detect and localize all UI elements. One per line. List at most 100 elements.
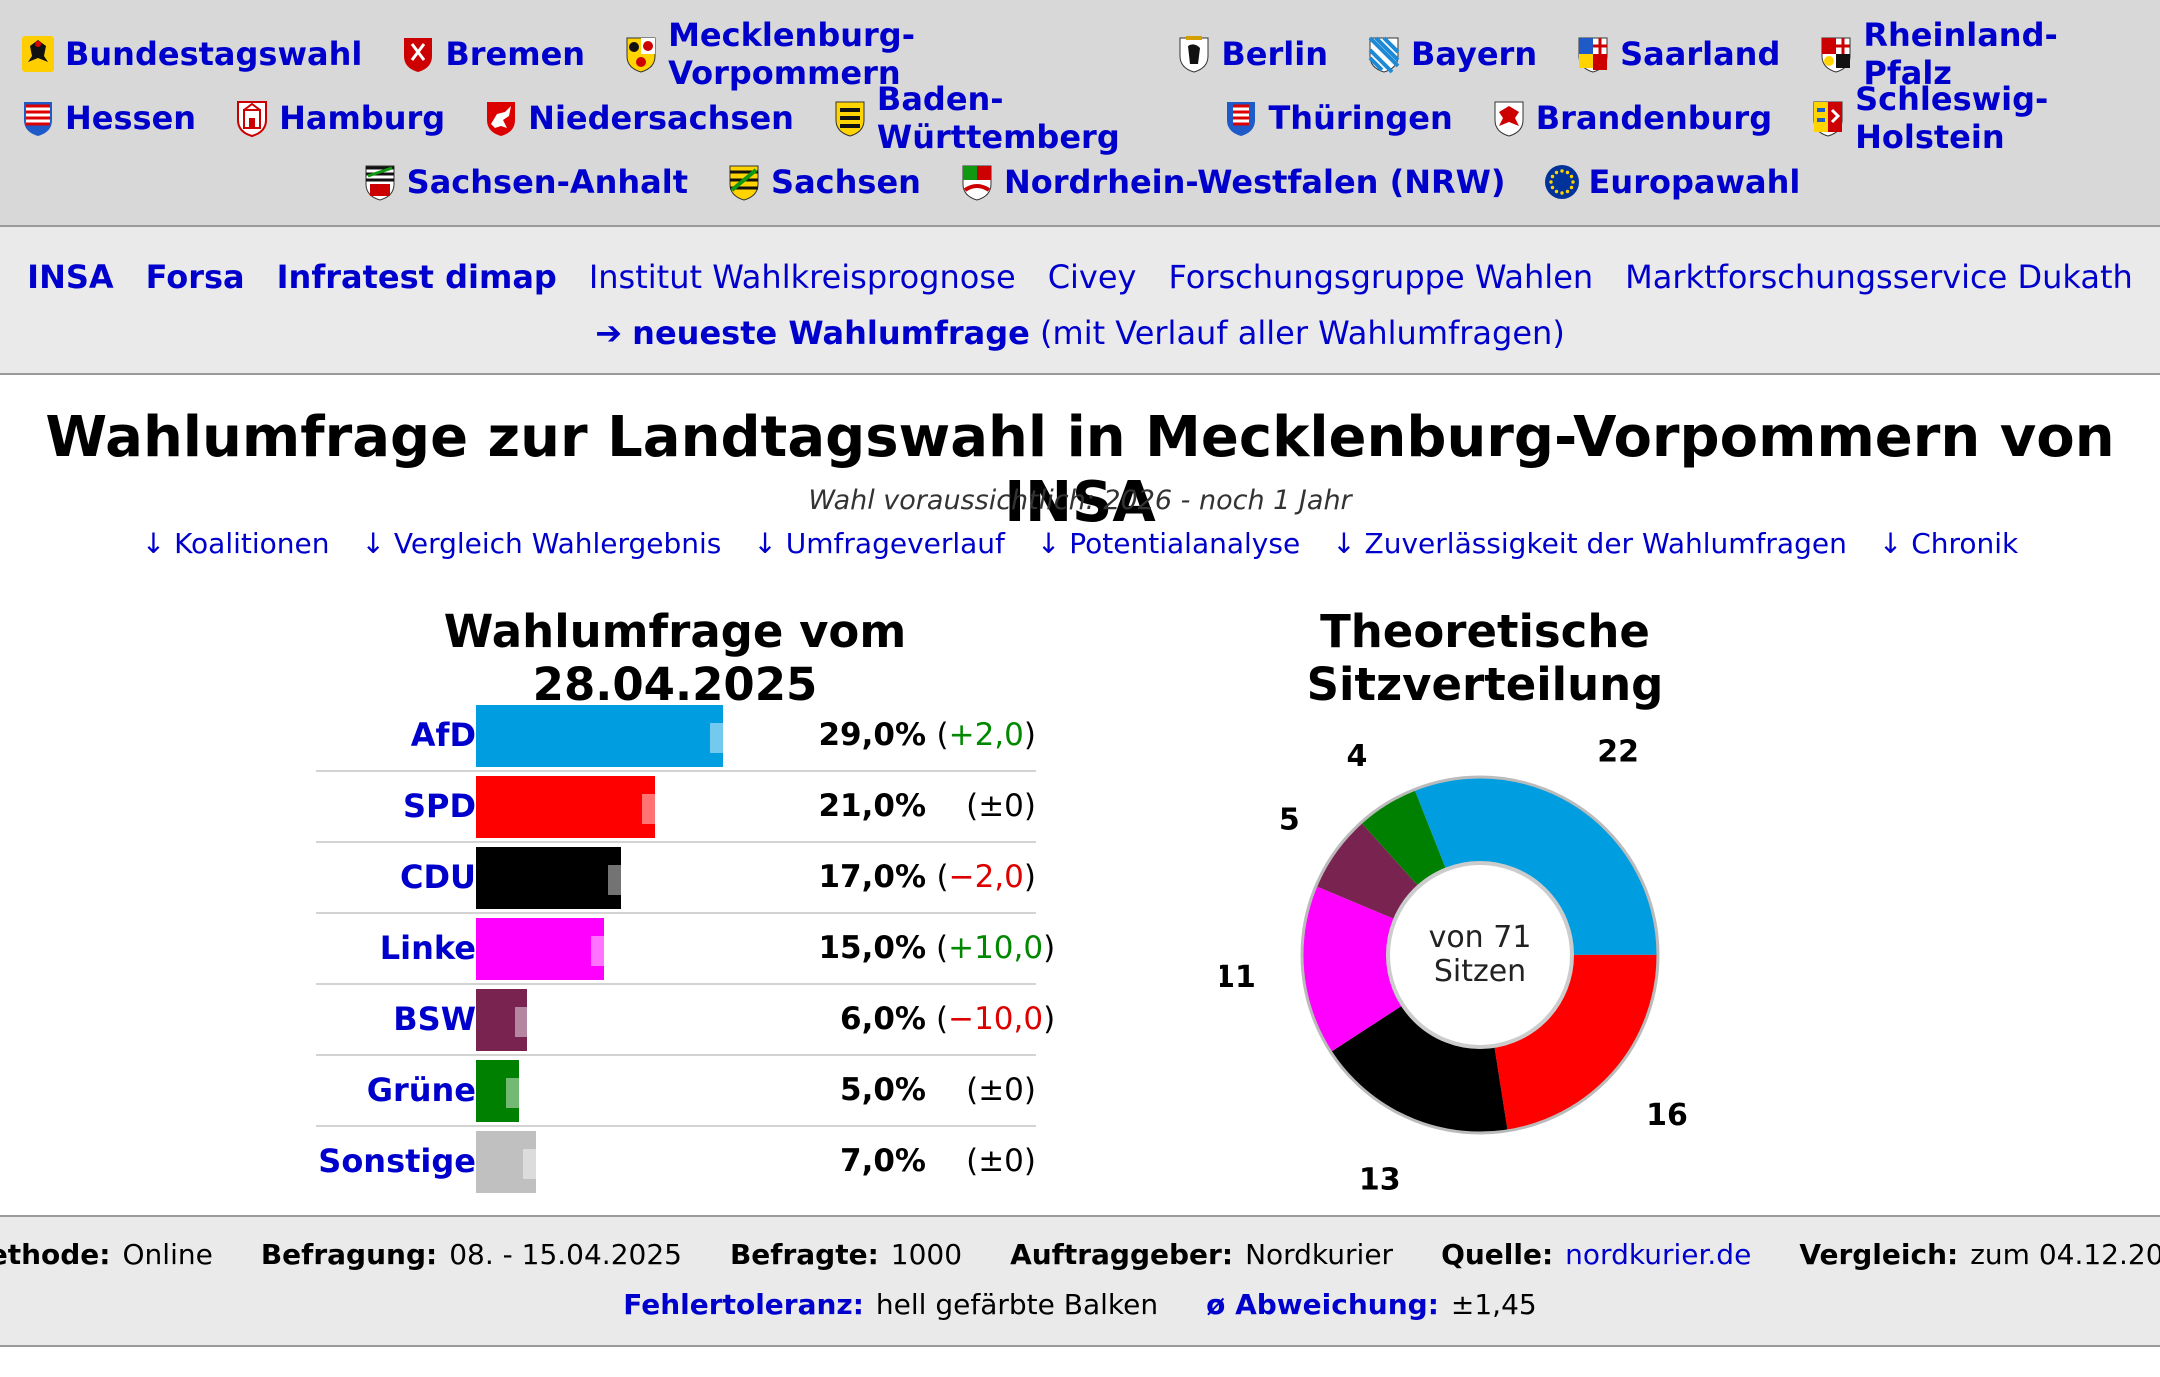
poll-bar: [476, 1060, 519, 1122]
poll-row-linke: Linke 15,0% (+10,0): [316, 914, 1055, 985]
sachsen-flag-icon: [724, 160, 764, 204]
rlp-flag-shape: [1821, 37, 1851, 73]
rlp-flag-icon: [1816, 32, 1856, 76]
nav-link-bundestagswahl[interactable]: Bundestagswahl: [18, 32, 362, 76]
hessen-flag-icon: [18, 96, 58, 140]
election-date-note: Wahl voraussichtlich: 2026 - noch 1 Jahr: [808, 485, 1352, 516]
party-link[interactable]: CDU: [399, 858, 476, 896]
nav-link-rheinland-pfalz[interactable]: Rheinland-Pfalz: [1816, 16, 2142, 92]
seat-count-label: 5: [1279, 802, 1300, 837]
institute-link-dukath[interactable]: Marktforschungsservice Dukath: [1625, 258, 2133, 296]
percent-value: 21,0%: [818, 788, 926, 824]
party-link[interactable]: AfD: [410, 716, 476, 754]
total-seats-label: Sitzen: [1434, 954, 1526, 989]
total-seats-label: von 71: [1429, 920, 1532, 955]
nav-link-thueringen[interactable]: Thüringen: [1221, 96, 1453, 140]
seat-count-label: 16: [1646, 1098, 1688, 1133]
nav-link-sachsen[interactable]: Sachsen: [724, 160, 921, 204]
institute-link-forsa[interactable]: Forsa: [145, 258, 245, 296]
nav-row-1: Bundestagswahl Bremen Mecklenburg-Vorpom…: [0, 16, 2160, 92]
abweichung-link[interactable]: ø Abweichung:: [1206, 1287, 1439, 1321]
bremen-flag-icon: [398, 32, 438, 76]
page-title: Wahlumfrage zur Landtagswahl in Mecklenb…: [45, 405, 2115, 535]
error-tolerance-bar: [506, 1078, 531, 1108]
anchor-koalitionen[interactable]: ↓ Koalitionen: [141, 527, 330, 560]
germany-flag-shape: [22, 36, 54, 72]
change-value: (−2,0): [936, 859, 1037, 895]
poll-row-grüne: Grüne 5,0% (±0): [316, 1056, 1036, 1127]
thueringen-flag-shape: [1227, 102, 1256, 136]
institute-navigation: INSA Forsa Infratest dimap Institut Wahl…: [0, 227, 2160, 375]
state-navigation: Bundestagswahl Bremen Mecklenburg-Vorpom…: [0, 0, 2160, 227]
bayern-flag-icon: [1364, 32, 1404, 76]
poll-row-spd: SPD 21,0% (±0): [316, 772, 1036, 843]
nav-link-bremen[interactable]: Bremen: [398, 32, 585, 76]
error-tolerance-bar: [710, 723, 735, 753]
bremen-flag-shape: [404, 38, 433, 72]
party-link[interactable]: SPD: [402, 787, 476, 825]
institute-link-wahlkreisprognose[interactable]: Institut Wahlkreisprognose: [588, 258, 1016, 296]
error-tolerance-bar: [608, 865, 633, 895]
poll-row-bsw: BSW 6,0% (−10,0): [316, 985, 1055, 1056]
nav-link-europawahl[interactable]: Europawahl: [1542, 160, 1800, 204]
institute-link-fgw[interactable]: Forschungsgruppe Wahlen: [1168, 258, 1594, 296]
anchor-umfrageverlauf[interactable]: ↓ Umfrageverlauf: [753, 527, 1005, 560]
seat-slice-spd: [1494, 954, 1658, 1131]
nav-link-berlin[interactable]: Berlin: [1174, 32, 1328, 76]
seat-count-label: 4: [1346, 739, 1367, 774]
eu-flag-icon: [1542, 160, 1582, 204]
seat-distribution-title: Theoretische Sitzverteilung: [1306, 605, 1664, 711]
nav-row-3: Sachsen-Anhalt Sachsen Nordrhein-Westfal…: [0, 150, 2160, 214]
error-tolerance-bar: [523, 1149, 548, 1179]
party-link[interactable]: Sonstige: [318, 1142, 476, 1180]
nav-link-schleswig-holstein[interactable]: Schleswig-Holstein: [1808, 80, 2142, 156]
niedersachsen-flag-icon: [481, 96, 521, 140]
percent-value: 6,0%: [840, 1001, 926, 1037]
nav-link-hessen[interactable]: Hessen: [18, 96, 196, 140]
newest-poll-row: ➔ neueste Wahlumfrage (mit Verlauf aller…: [0, 305, 2160, 361]
mv-flag-icon: [621, 32, 661, 76]
nav-link-brandenburg[interactable]: Brandenburg: [1489, 96, 1772, 140]
meta-quelle: Quelle: nordkurier.de: [1441, 1237, 1752, 1271]
seat-count-label: 22: [1597, 734, 1639, 769]
bw-flag-shape: [835, 101, 865, 137]
institute-link-insa[interactable]: INSA: [27, 258, 114, 296]
arrow-right-icon: ➔: [595, 314, 622, 352]
meta-befragung: Befragung: 08. - 15.04.2025: [260, 1237, 682, 1271]
nav-link-hamburg[interactable]: Hamburg: [232, 96, 445, 140]
mv-flag-shape: [626, 37, 656, 73]
fehlertoleranz-link[interactable]: Fehlertoleranz:: [623, 1287, 864, 1321]
party-link[interactable]: BSW: [393, 1000, 476, 1038]
nav-link-baden-wuerttemberg[interactable]: Baden-Württemberg: [830, 80, 1186, 156]
anchor-zuverlaessigkeit[interactable]: ↓ Zuverlässigkeit der Wahlumfragen: [1332, 527, 1847, 560]
newest-poll-link[interactable]: ➔ neueste Wahlumfrage (mit Verlauf aller…: [595, 314, 1565, 352]
institute-link-civey[interactable]: Civey: [1047, 258, 1137, 296]
bar-track: [476, 1060, 816, 1122]
nav-link-nrw[interactable]: Nordrhein-Westfalen (NRW): [957, 160, 1506, 204]
sh-flag-shape: [1813, 101, 1843, 137]
seat-slice-linke: [1302, 886, 1403, 1052]
party-link[interactable]: Linke: [379, 929, 476, 967]
percent-value: 29,0%: [818, 717, 926, 753]
source-link[interactable]: nordkurier.de: [1565, 1237, 1752, 1271]
anchor-chronik[interactable]: ↓ Chronik: [1878, 527, 2019, 560]
anchor-vergleich[interactable]: ↓ Vergleich Wahlergebnis: [361, 527, 722, 560]
nav-link-niedersachsen[interactable]: Niedersachsen: [481, 96, 794, 140]
seat-slice-bsw: [1315, 822, 1419, 920]
meta-methode: Methode:Online: [0, 1237, 213, 1271]
institute-link-infratest-dimap[interactable]: Infratest dimap: [276, 258, 557, 296]
newest-poll-note: (mit Verlauf aller Wahlumfragen): [1040, 314, 1565, 352]
nav-link-mecklenburg-vorpommern[interactable]: Mecklenburg-Vorpommern: [621, 16, 1138, 92]
sachsen-flag-shape: [729, 165, 759, 201]
nav-link-saarland[interactable]: Saarland: [1573, 32, 1780, 76]
bar-track: [476, 1131, 816, 1193]
anchor-potentialanalyse[interactable]: ↓ Potentialanalyse: [1036, 527, 1301, 560]
seat-count-label: 11: [1220, 960, 1256, 995]
meta-abweichung: ø Abweichung: ±1,45: [1206, 1287, 1537, 1321]
bar-track: [476, 989, 816, 1051]
percent-value: 7,0%: [840, 1143, 926, 1179]
nav-link-sachsen-anhalt[interactable]: Sachsen-Anhalt: [360, 160, 688, 204]
nav-link-bayern[interactable]: Bayern: [1364, 32, 1537, 76]
meta-fehlertoleranz: Fehlertoleranz: hell gefärbte Balken: [623, 1287, 1159, 1321]
party-link[interactable]: Grüne: [366, 1071, 476, 1109]
